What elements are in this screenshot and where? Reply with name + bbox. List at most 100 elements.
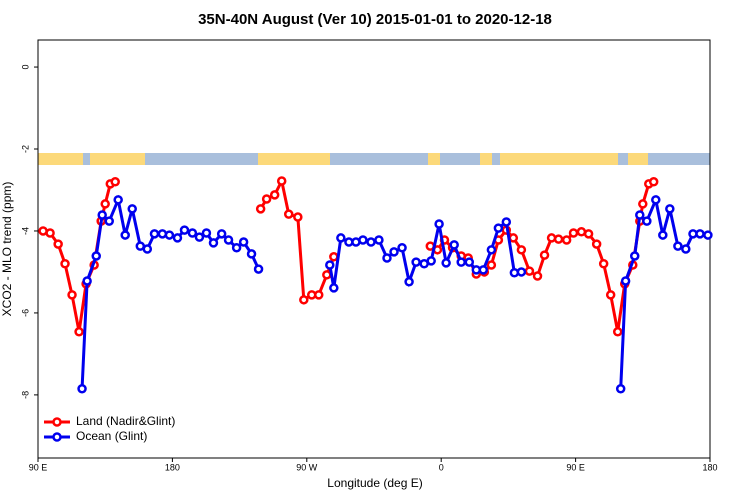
data-point [516, 245, 527, 255]
data-point [508, 233, 519, 243]
data-point [179, 225, 190, 235]
data-point [411, 257, 421, 267]
data-point [561, 235, 572, 245]
data-point [231, 243, 242, 253]
data-point [553, 234, 564, 244]
data-point [665, 204, 675, 214]
data-point [97, 210, 107, 220]
data-point [464, 257, 475, 267]
data-point [629, 251, 640, 261]
x-tick-label: 180 [165, 462, 180, 472]
data-point [120, 230, 130, 240]
x-tick-label: 180 [702, 462, 717, 472]
data-point [104, 216, 114, 226]
data-point [246, 249, 257, 259]
data-point [149, 229, 160, 239]
data-point [486, 260, 497, 270]
data-point [329, 283, 339, 293]
data-point [164, 230, 175, 240]
data-point [313, 290, 324, 300]
data-point [478, 265, 489, 275]
x-tick-label: 90 W [296, 462, 318, 472]
data-point [612, 327, 623, 337]
data-point [100, 199, 110, 209]
data-point [45, 228, 55, 238]
data-point [449, 240, 459, 250]
data-point [374, 235, 384, 245]
legend-label: Land (Nadir&Glint) [76, 414, 175, 428]
series-line [42, 176, 655, 333]
data-point [598, 259, 609, 269]
data-point [113, 195, 123, 205]
chart-title: 35N-40N August (Ver 10) 2015-01-01 to 20… [198, 11, 552, 28]
data-point [434, 219, 444, 229]
data-point [642, 216, 652, 226]
data-point [539, 250, 550, 260]
data-point [456, 257, 466, 267]
data-point [255, 204, 266, 214]
data-point [269, 190, 280, 200]
x-tick-label: 0 [439, 462, 444, 472]
data-point [67, 290, 77, 300]
data-point [620, 276, 631, 286]
data-point [524, 266, 535, 276]
data-point [673, 241, 683, 251]
data-point [172, 233, 183, 243]
x-tick-label: 90 E [566, 462, 585, 472]
data-point [299, 295, 309, 305]
data-point [441, 258, 451, 268]
data-point [681, 244, 691, 254]
data-point [532, 271, 543, 281]
data-point [77, 383, 87, 394]
data-point [382, 253, 392, 263]
data-point [516, 267, 527, 277]
y-tick-label: -4 [20, 227, 30, 235]
data-point [216, 229, 227, 239]
data-point [404, 277, 414, 287]
data-point [91, 251, 101, 261]
y-tick-label: -6 [20, 309, 30, 317]
data-point [358, 235, 368, 245]
legend-label: Ocean (Glint) [76, 429, 147, 443]
data-point [493, 223, 504, 233]
x-axis-title: Longitude (deg E) [327, 476, 422, 490]
data-point [194, 232, 205, 242]
data-point [293, 212, 303, 222]
data-point [615, 383, 626, 394]
data-point [82, 276, 92, 286]
data-point [142, 244, 153, 254]
data-point [223, 235, 234, 245]
data-point [591, 239, 602, 249]
land-mask-strip [38, 153, 710, 165]
data-point [322, 270, 332, 280]
data-point [486, 245, 497, 255]
data-point [60, 259, 70, 269]
y-tick-label: 0 [20, 65, 30, 70]
data-point [648, 177, 659, 187]
data-point [201, 228, 212, 238]
data-point [53, 239, 63, 249]
data-point [695, 229, 705, 239]
data-point [74, 327, 84, 337]
y-tick-label: -2 [20, 145, 30, 153]
data-point [366, 237, 376, 247]
data-point [110, 177, 120, 187]
data-point [208, 238, 219, 248]
data-point [638, 199, 648, 209]
data-point [703, 230, 713, 240]
legend-marker [52, 417, 62, 427]
data-point [501, 217, 512, 227]
data-point [238, 237, 249, 247]
data-point [127, 204, 137, 214]
x-tick-label: 90 E [29, 462, 48, 472]
data-point [276, 176, 287, 186]
data-point [253, 264, 264, 274]
data-point [426, 256, 436, 266]
data-point [658, 230, 668, 240]
data-point [187, 228, 198, 238]
plot-frame [37, 39, 711, 459]
y-axis-title: XCO2 - MLO trend (ppm) [0, 182, 14, 317]
y-tick-label: -8 [20, 391, 30, 399]
data-point [397, 243, 407, 253]
